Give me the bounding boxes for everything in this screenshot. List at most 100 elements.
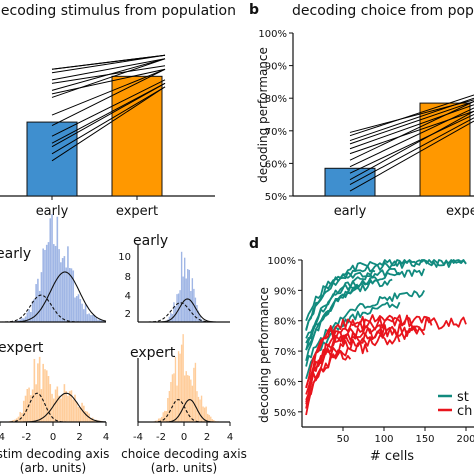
panel-c-histogram-bar-stim-early [21, 318, 23, 322]
panel-c-histogram-bar-choice-expert [159, 418, 161, 422]
panel-b-category-label: early [334, 204, 367, 219]
panel-c-histogram-bar-stim-expert [17, 416, 20, 422]
panel-c-subplot-label: expert [0, 340, 44, 356]
panel-c: early early expert expert 10 8 4 2 -4 -2 0 2 4 stim d… [0, 214, 247, 474]
panel-a-paired-line [51, 79, 166, 137]
panel-c-histogram-bar-choice-expert [154, 420, 157, 422]
panel-c-histogram-bar-stim-expert [93, 419, 96, 422]
panel-c-histogram-bar-stim-early [75, 296, 78, 322]
panel-c-y-tick-label: 8 [125, 272, 131, 283]
panel-c-histogram-bar-stim-early [83, 309, 85, 322]
panel-c-histogram-bar-choice-expert [185, 371, 187, 422]
panel-b-paired-line [349, 97, 474, 142]
panel-c-histogram-bar-stim-early [17, 320, 20, 322]
panel-c-histogram-bar-stim-early [35, 284, 37, 322]
panel-c-histogram-bar-stim-expert [14, 419, 16, 422]
panel-c-histogram-bar-stim-expert [15, 418, 18, 422]
panel-c-histogram-bar-choice-expert [162, 412, 164, 422]
panel-c-histogram-bar-choice-expert [203, 407, 206, 422]
panel-c-subplot-label: early [0, 246, 31, 262]
panel-c-x-tick-label: 2 [204, 432, 210, 443]
panel-d-series-stim-9 [305, 301, 401, 380]
panel-c-x-label-units: (arb. units) [20, 461, 86, 474]
panel-d-series-stim-5 [305, 269, 376, 322]
panel-c-histogram-bar-stim-expert [60, 398, 62, 422]
panel-c-histogram-bar-stim-early [45, 244, 48, 322]
panel-c-histogram-bar-stim-expert [81, 402, 83, 422]
panel-c-histogram-bar-stim-early [42, 248, 44, 322]
panel-c-x-tick-label: -2 [156, 432, 166, 443]
panel-c-x-tick-label: -4 [0, 432, 5, 443]
panel-c-histogram-bar-choice-expert [184, 375, 186, 422]
panel-c-histogram-bar-stim-early [56, 216, 59, 322]
panel-b-paired-line [349, 117, 474, 186]
panel-a: decoding stimulus from population early ex… [0, 3, 236, 219]
panel-c-histogram-bar-stim-early [97, 319, 99, 322]
panel-c-histogram-bar-stim-early [54, 245, 57, 322]
panel-a-paired-line [51, 82, 166, 148]
panel-c-histogram-bar-stim-expert [70, 390, 73, 422]
panel-c-histogram-bar-choice-expert [196, 391, 198, 422]
panel-a-title: decoding stimulus from population [0, 3, 236, 19]
panel-c-histogram-bar-stim-early [93, 315, 96, 322]
panel-c-x-tick-label: 4 [103, 432, 109, 443]
panel-b-category-label: expe [446, 204, 474, 219]
panel-c-histogram-bar-stim-early [26, 312, 29, 322]
panel-b-paired-line [349, 114, 474, 174]
panel-d-y-tick-label: 100% [267, 256, 296, 267]
panel-c-histogram-bar-stim-early [95, 317, 97, 322]
panel-b-paired-line [349, 100, 474, 145]
panel-a-paired-line [51, 58, 166, 81]
panel-a-paired-line [51, 68, 166, 95]
panel-b-y-label: decoding performance [256, 47, 270, 183]
panel-c-histogram-bar-choice-expert [161, 416, 163, 422]
panel-c-histogram-bar-choice-expert [171, 374, 174, 422]
panel-c-histogram-bar-stim-early [84, 304, 87, 322]
panel-b-y-tick-label: 70% [265, 127, 287, 138]
panel-c-histogram-bar-stim-early [72, 270, 75, 322]
panel-c-histogram-bar-stim-expert [86, 411, 89, 422]
panel-c-histogram-bar-choice-expert [188, 375, 190, 422]
panel-c-histogram-bar-choice-expert [164, 410, 166, 422]
panel-c-histogram-bar-choice-expert [167, 398, 169, 422]
panel-c-histogram-bar-stim-expert [45, 370, 48, 422]
panel-d-series-stim-6 [305, 278, 376, 362]
panel-a-paired-line [51, 58, 166, 91]
panel-c-histogram-bar-stim-early [77, 294, 80, 322]
panel-c-histogram-bar-stim-early [68, 267, 71, 322]
panel-c-histogram-bar-stim-early [58, 249, 60, 322]
panel-d-x-label: # cells [370, 449, 414, 464]
panel-c-histogram-bar-stim-expert [53, 398, 55, 422]
panel-c-histogram-bar-stim-expert [47, 376, 50, 422]
panel-c-histogram-bar-stim-expert [63, 384, 66, 422]
panel-c-histogram-bar-choice-early [185, 278, 187, 322]
panel-c-histogram-bar-stim-expert [42, 363, 44, 422]
panel-a-paired-line [51, 54, 166, 70]
panel-b-paired-line [349, 107, 474, 168]
panel-c-histogram-bar-choice-expert [176, 385, 178, 422]
panel-c-histogram-bar-stim-expert [33, 358, 36, 422]
panel-c-histogram-bar-stim-early [100, 320, 103, 322]
panel-c-histogram-bar-stim-expert [26, 388, 29, 422]
panel-d-y-tick-label: 50% [274, 408, 296, 419]
panel-c-histogram-bar-choice-early [190, 291, 192, 322]
panel-a-paired-line [51, 86, 166, 155]
panel-d-y-tick-label: 60% [274, 377, 296, 388]
panel-c-histogram-bar-stim-early [44, 249, 46, 322]
panel-b-title: decoding choice from population [292, 3, 474, 19]
panel-b-y-tick-label: 100% [258, 29, 287, 40]
panel-a-category-label: early [36, 204, 69, 219]
panel-c-histogram-bar-stim-expert [75, 401, 78, 422]
panel-c-histogram-bar-choice-expert [177, 351, 180, 422]
panel-c-histogram-bar-choice-early [184, 257, 186, 322]
panel-c-histogram-bar-choice-early [170, 312, 172, 322]
panel-c-histogram-bar-stim-expert [77, 407, 80, 422]
panel-d-series-stim-8 [305, 289, 425, 367]
panel-c-histogram-bar-choice-early [176, 294, 178, 322]
panel-c-histogram-bar-stim-expert [35, 384, 37, 422]
panel-c-histogram-bar-choice-expert [202, 406, 204, 422]
panel-c-histogram-bar-choice-expert [193, 367, 195, 422]
panel-d-legend-label-stim: st [457, 390, 469, 405]
panel-c-histogram-bar-choice-expert [211, 419, 213, 422]
panel-c-histogram-bar-stim-expert [31, 389, 34, 422]
